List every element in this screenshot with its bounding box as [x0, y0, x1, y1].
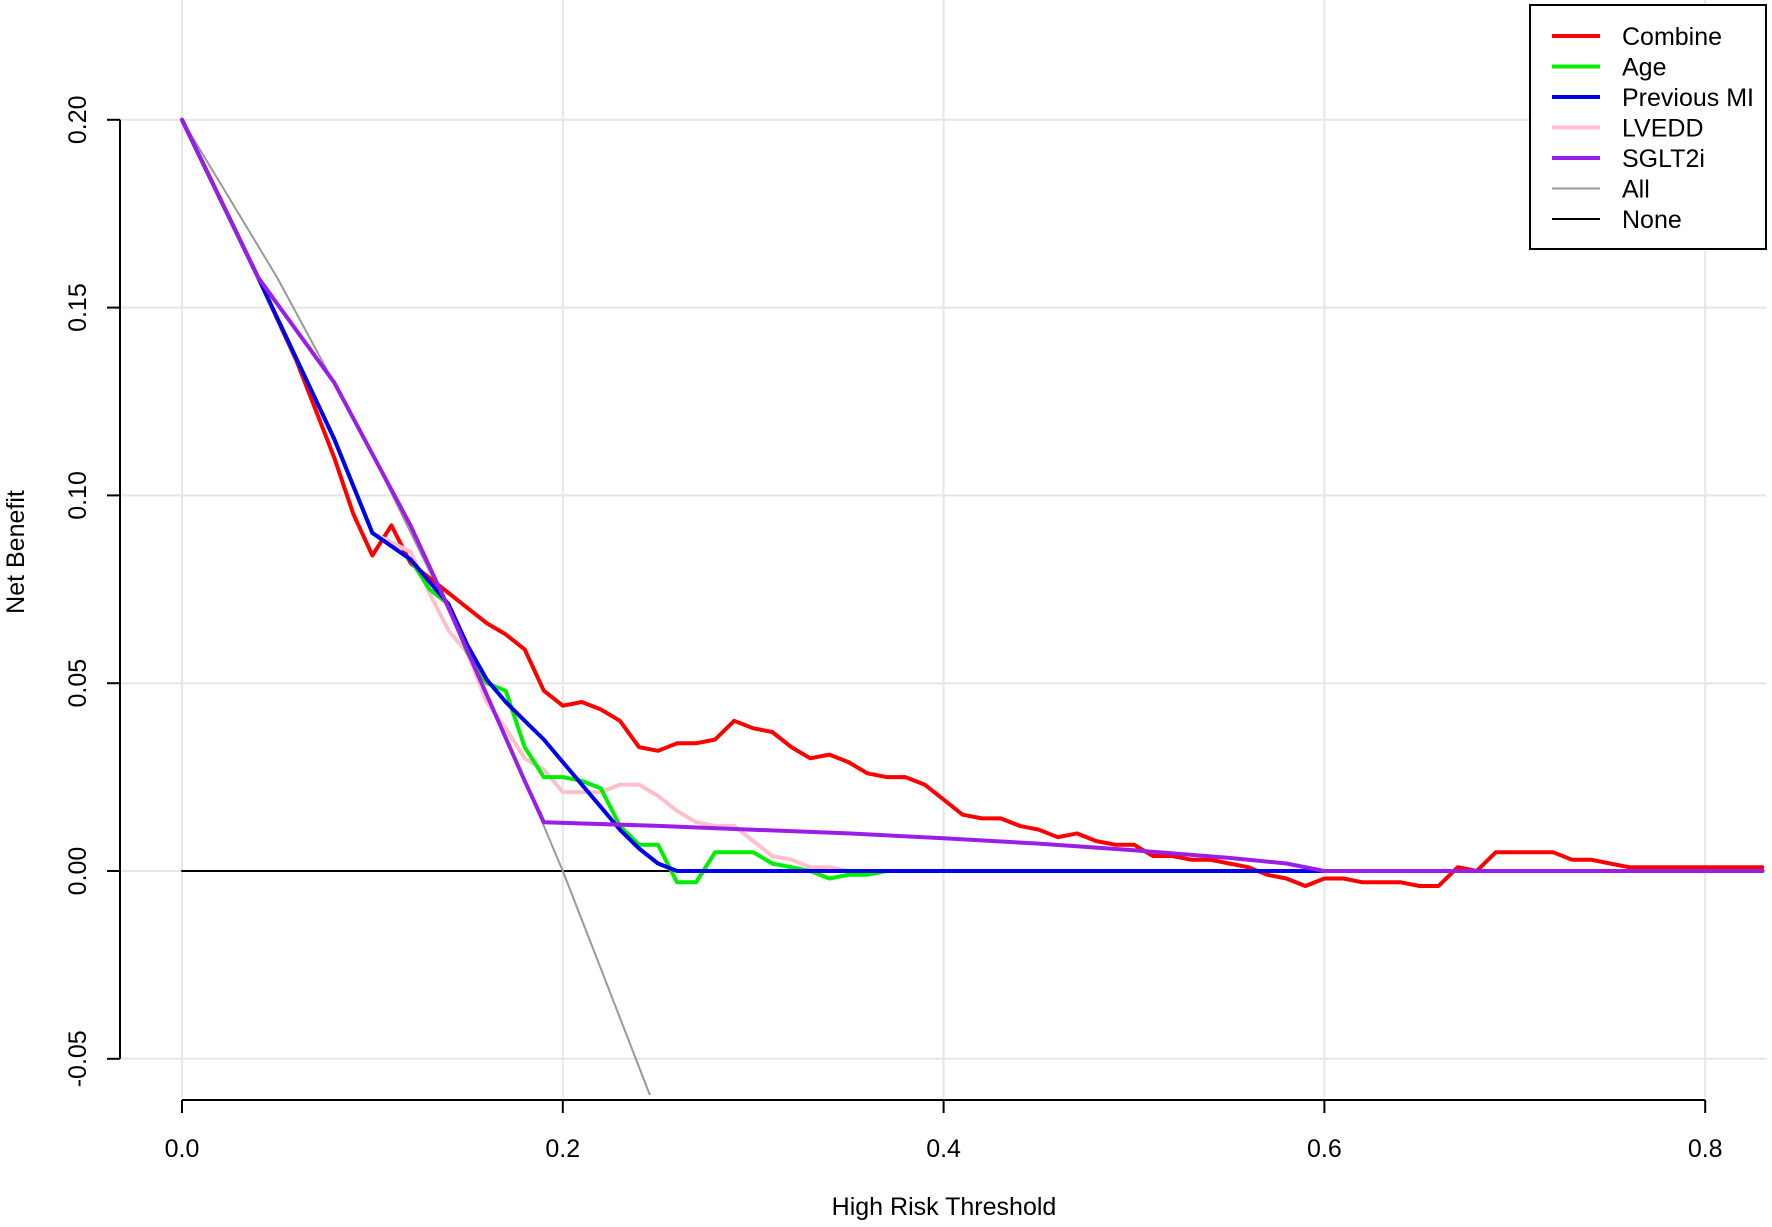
- grid-layer: [120, 0, 1766, 1097]
- legend-label: Age: [1622, 54, 1666, 82]
- series-line-age: [180, 117, 1765, 885]
- y-tick-label: 0.00: [64, 847, 92, 896]
- y-axis-title: Net Benefit: [2, 490, 30, 614]
- legend-label: None: [1622, 206, 1682, 234]
- legend-label: Previous MI: [1622, 84, 1754, 112]
- series-line-combine: [180, 117, 1765, 888]
- x-tick-label: 0.6: [1307, 1135, 1342, 1163]
- x-tick-label: 0.2: [545, 1135, 580, 1163]
- legend-label: SGLT2i: [1622, 145, 1705, 173]
- legend-label: All: [1622, 176, 1650, 204]
- x-axis-title: High Risk Threshold: [832, 1193, 1057, 1221]
- y-tick-label: 0.15: [64, 283, 92, 332]
- series-layer: [180, 117, 1765, 1095]
- y-tick-label: 0.20: [64, 95, 92, 144]
- series-line-lvedd: [180, 117, 1765, 873]
- series-line-previous-mi: [180, 117, 1765, 873]
- y-tick-label: 0.10: [64, 471, 92, 520]
- legend-label: Combine: [1622, 23, 1722, 51]
- axes-layer: 0.0 0.2 0.4 0.6 0.8 -0.05 0.00 0.05 0.10 0.15 0.20: [64, 95, 1723, 1163]
- y-tick-label: -0.05: [64, 1030, 92, 1087]
- legend-label: LVEDD: [1622, 115, 1704, 143]
- x-tick-label: 0.4: [926, 1135, 961, 1163]
- series-line-sglt2i: [180, 117, 1765, 873]
- x-tick-label: 0.8: [1688, 1135, 1723, 1163]
- y-tick-label: 0.05: [64, 659, 92, 708]
- x-tick-label: 0.0: [165, 1135, 200, 1163]
